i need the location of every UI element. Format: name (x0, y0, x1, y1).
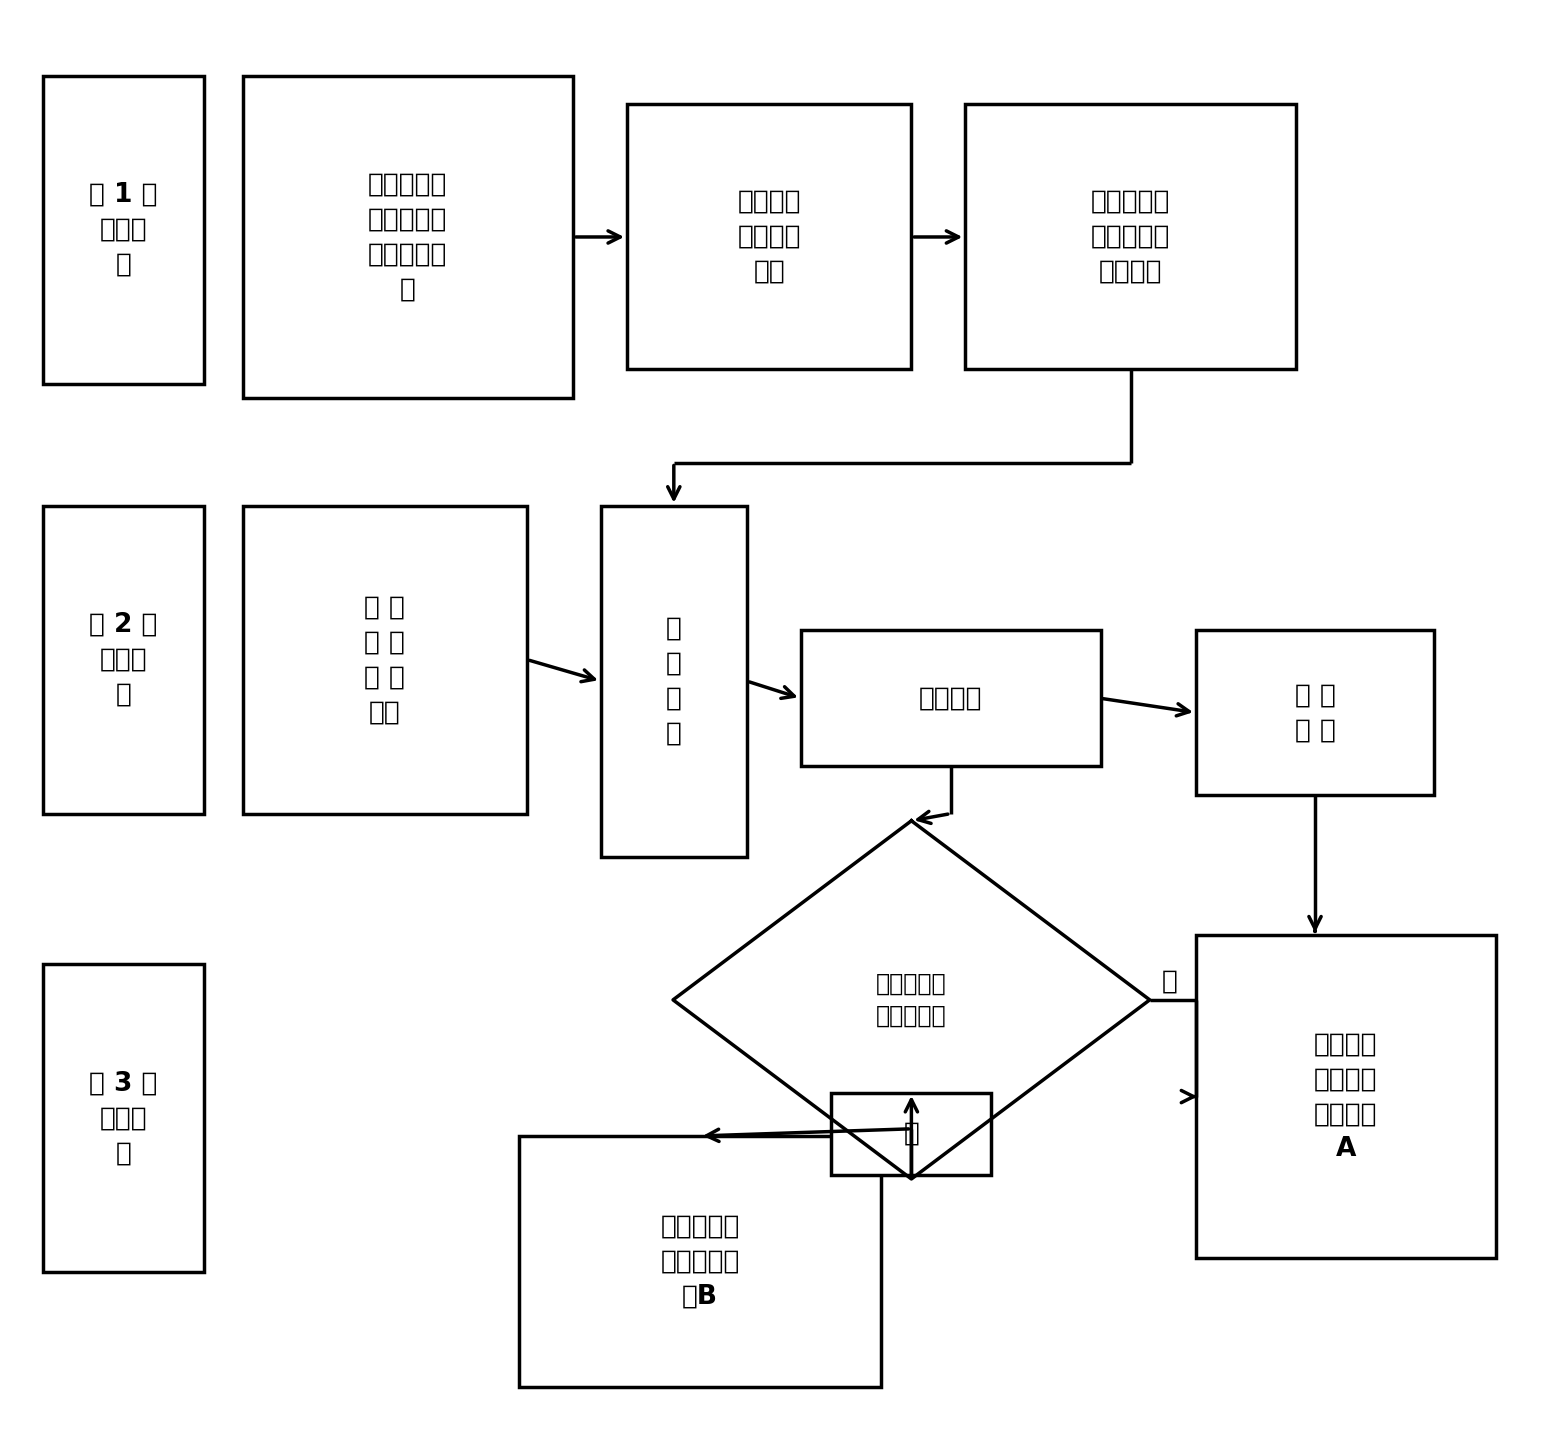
Bar (832, 1092, 991, 1174)
Text: 利用高速
微型喷阀
吹入容器
A: 利用高速 微型喷阀 吹入容器 A (1314, 1032, 1377, 1161)
Bar (519, 1136, 881, 1386)
Bar (243, 76, 574, 398)
Text: 是: 是 (903, 1121, 920, 1147)
Text: 标准方法分
析标准单粒
样品相应成
分: 标准方法分 析标准单粒 样品相应成 分 (368, 171, 447, 303)
Text: 采集标准
单粒样品
光谱: 采集标准 单粒样品 光谱 (737, 189, 801, 285)
Text: 第 3 步
分选系
统: 第 3 步 分选系 统 (90, 1071, 158, 1166)
Text: 建立、优化
和检验相应
成分模型: 建立、优化 和检验相应 成分模型 (1091, 189, 1170, 285)
Text: 与设定结果
是否相同？: 与设定结果 是否相同？ (877, 971, 946, 1027)
Bar (43, 76, 204, 383)
Text: 否: 否 (1161, 968, 1178, 994)
Text: 微 机
控 制: 微 机 控 制 (1294, 682, 1336, 744)
Text: 利用传送带
直接送入容
器B: 利用传送带 直接送入容 器B (660, 1213, 739, 1310)
Text: 第 1 步
建立模
型: 第 1 步 建立模 型 (90, 182, 158, 278)
Bar (243, 506, 527, 814)
Bar (965, 104, 1296, 369)
Text: 预测结果: 预测结果 (918, 686, 982, 712)
Bar (601, 506, 747, 856)
Text: 第 2 步
分析样
品: 第 2 步 分析样 品 (90, 611, 158, 708)
Bar (1197, 935, 1495, 1258)
Bar (801, 630, 1101, 767)
Bar (43, 506, 204, 814)
Bar (43, 964, 204, 1272)
Text: 调
用
模
型: 调 用 模 型 (666, 615, 682, 746)
Text: 测 定
未 知
样 品
光谱: 测 定 未 知 样 品 光谱 (365, 594, 405, 725)
Bar (1197, 630, 1435, 795)
Bar (628, 104, 912, 369)
